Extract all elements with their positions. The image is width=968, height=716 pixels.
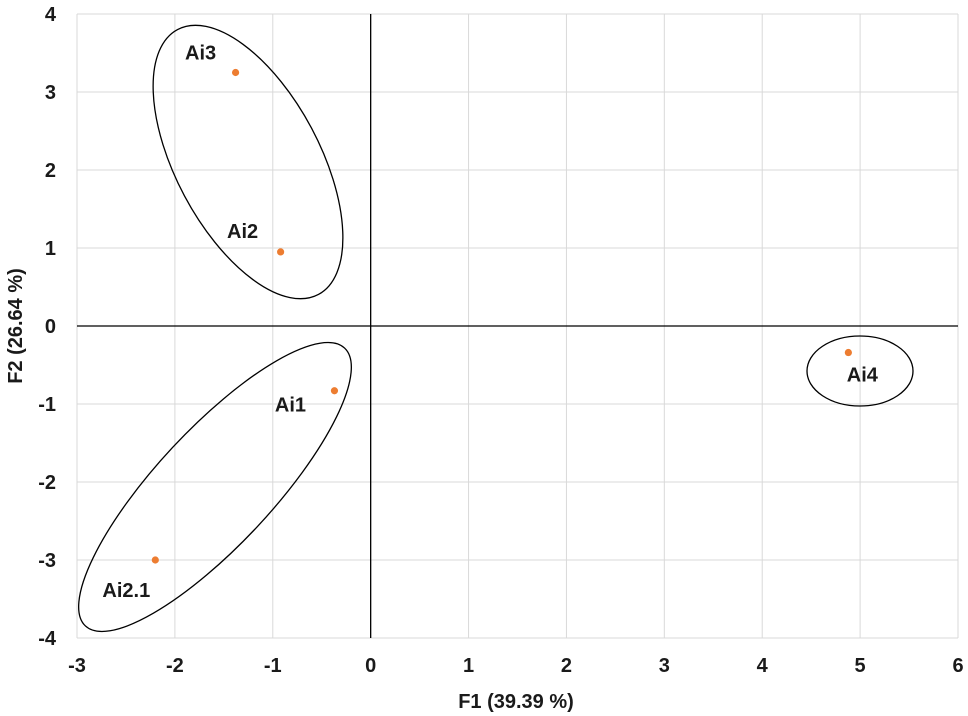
x-tick-label: 1 bbox=[463, 655, 474, 677]
y-tick-label: -4 bbox=[38, 628, 57, 650]
data-point bbox=[151, 556, 159, 564]
y-tick-label: 2 bbox=[45, 160, 56, 182]
zero-axes bbox=[77, 14, 958, 638]
x-axis-title: F1 (39.39 %) bbox=[458, 691, 574, 713]
x-tick-label: 4 bbox=[757, 655, 769, 677]
x-tick-label: 2 bbox=[561, 655, 572, 677]
point-label: Ai1 bbox=[275, 395, 306, 417]
group-ellipses bbox=[78, 24, 914, 633]
point-label: Ai2 bbox=[227, 221, 258, 243]
x-tick-labels: -3 -2 -1 0 1 2 3 4 5 6 bbox=[68, 655, 963, 677]
y-tick-label: 4 bbox=[45, 4, 57, 26]
x-tick-label: 3 bbox=[659, 655, 670, 677]
y-tick-labels: 4 3 2 1 0 -1 -2 -3 -4 bbox=[38, 4, 57, 650]
x-tick-label: -1 bbox=[264, 655, 282, 677]
y-tick-label: -3 bbox=[38, 550, 56, 572]
data-point bbox=[844, 348, 852, 357]
point-label: Ai2.1 bbox=[102, 580, 150, 602]
point-labels: Ai1 Ai2 Ai2.1 Ai3 Ai4 bbox=[102, 43, 878, 603]
data-point bbox=[277, 248, 285, 256]
x-tick-label: 5 bbox=[855, 655, 866, 677]
group-ellipse bbox=[78, 341, 352, 633]
x-tick-label: -2 bbox=[166, 655, 184, 677]
x-tick-label: -3 bbox=[68, 655, 86, 677]
x-tick-label: 6 bbox=[952, 655, 963, 677]
data-point bbox=[330, 387, 339, 395]
x-tick-label: 0 bbox=[365, 655, 376, 677]
group-ellipse bbox=[152, 24, 344, 300]
point-label: Ai4 bbox=[847, 365, 879, 387]
data-point bbox=[231, 68, 240, 77]
y-tick-label: -2 bbox=[38, 472, 56, 494]
group-ellipse bbox=[806, 335, 914, 407]
point-label: Ai3 bbox=[185, 43, 216, 65]
data-points bbox=[151, 68, 852, 564]
y-axis-title: F2 (26.64 %) bbox=[5, 268, 27, 384]
y-tick-label: 0 bbox=[45, 316, 56, 338]
y-tick-label: 3 bbox=[45, 82, 56, 104]
y-tick-label: 1 bbox=[45, 238, 56, 260]
y-tick-label: -1 bbox=[38, 394, 56, 416]
